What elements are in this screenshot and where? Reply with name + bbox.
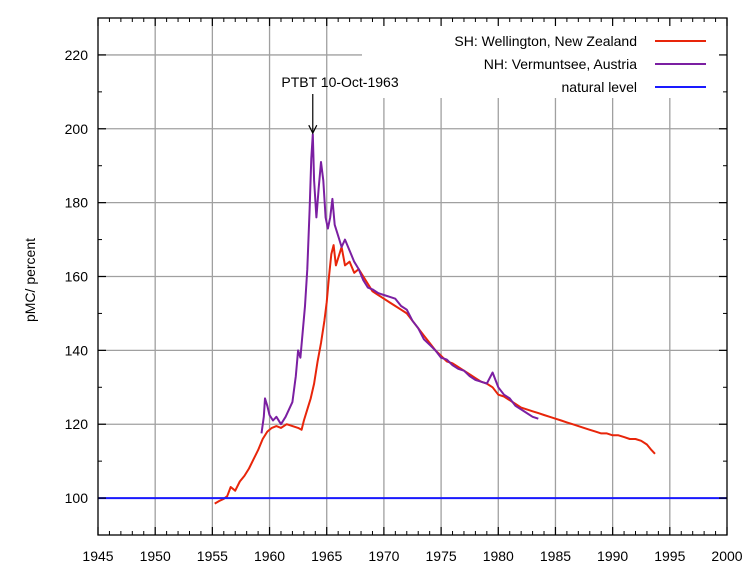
annotation-arrow-head	[308, 124, 318, 135]
y-tick-label: 220	[65, 47, 89, 63]
x-tick-label: 1960	[254, 548, 285, 564]
x-tick-label: 1975	[426, 548, 457, 564]
legend-label-0: SH: Wellington, New Zealand	[454, 33, 637, 49]
annotation-label: PTBT 10-Oct-1963	[281, 74, 398, 90]
y-tick-label: 160	[65, 269, 89, 285]
y-tick-label: 120	[65, 416, 89, 432]
x-tick-label: 1965	[311, 548, 342, 564]
x-tick-label: 1950	[140, 548, 171, 564]
x-tick-label: 2000	[711, 548, 742, 564]
y-tick-label: 100	[65, 490, 89, 506]
x-tick-label: 1955	[197, 548, 228, 564]
series-line-0	[214, 244, 656, 505]
x-tick-label: 1980	[483, 548, 514, 564]
series-layer	[98, 133, 727, 505]
x-tick-label: 1970	[368, 548, 399, 564]
grid-layer	[98, 18, 727, 535]
annotation: PTBT 10-Oct-1963	[281, 74, 399, 135]
y-tick-label: 140	[65, 342, 89, 358]
series-line-1	[260, 133, 539, 434]
x-tick-label: 1990	[597, 548, 628, 564]
legend-label-2: natural level	[562, 79, 638, 95]
x-tick-label: 1945	[82, 548, 113, 564]
y-axis-label: pMC/ percent	[22, 238, 38, 322]
axes-layer: 1945 1950 1955 1960 1965 1970 1975 1980 1985 1990…	[65, 17, 743, 564]
legend: SH: Wellington, New Zealand NH: Vermuntse…	[454, 33, 706, 95]
y-tick-label: 200	[65, 121, 89, 137]
y-tick-label: 180	[65, 195, 89, 211]
x-tick-label: 1985	[540, 548, 571, 564]
legend-label-1: NH: Vermuntsee, Austria	[484, 56, 638, 72]
x-tick-label: 1995	[654, 548, 685, 564]
